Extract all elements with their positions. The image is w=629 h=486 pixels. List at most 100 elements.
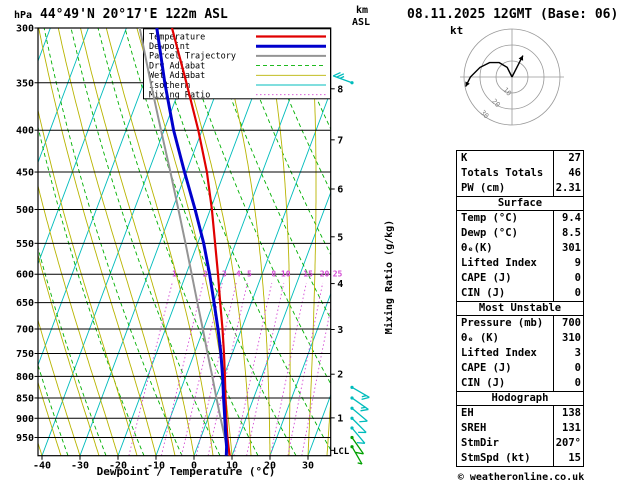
hodograph-trace [464, 61, 513, 87]
wet-adiabat-line [38, 28, 157, 456]
table-row-value: 2.31 [553, 181, 583, 196]
table-row: θₑ (K) 310 [457, 331, 583, 346]
table-row-label: CIN (J) [461, 287, 506, 299]
wind-barb-shaft [332, 75, 353, 84]
table-section-3: Hodograph EH 138 SREH 131 StmDir 207° StmSpd (k… [457, 391, 583, 466]
wind-barb-half-feather [339, 75, 345, 79]
wind-barb-station-dot [350, 426, 354, 430]
table-section-header: Most Unstable [457, 301, 583, 316]
table-row-label: Lifted Index [461, 257, 537, 269]
mixing-ratio-labels: 1 2 3 4 5 8 10 15 20 25 [172, 270, 343, 279]
hodograph-trace-arrowhead [465, 81, 470, 87]
table-section-header: Surface [457, 196, 583, 211]
wet-adiabat-line [38, 380, 62, 456]
pressure-unit-label: hPa [14, 10, 32, 21]
km-unit-label: km [356, 5, 368, 16]
pressure-tick-label: 900 [16, 414, 34, 425]
table-row: StmDir 207° [457, 436, 583, 451]
wind-barb-shaft [351, 397, 369, 410]
wind-barb-station-dot [350, 416, 354, 420]
hodograph-range-ring [479, 44, 545, 110]
mixing-ratio-label: 15 [303, 270, 313, 279]
dry-adiabat-line [38, 125, 145, 456]
pressure-tick-label: 950 [16, 433, 34, 444]
wind-barb-shaft [351, 446, 363, 465]
axis-tick-labels: 3003504004505005506006507007508008509009… [16, 24, 343, 472]
wind-barb-half-feather [357, 462, 363, 465]
mixing-ratio-line [181, 282, 223, 456]
table-row-value: 0 [553, 361, 583, 376]
isotherm-line [231, 191, 331, 456]
mixing-ratio-line [233, 282, 273, 456]
parcel-trajectory-curve [138, 28, 231, 456]
mixing-ratio-line [128, 282, 173, 456]
dry-adiabat-line [38, 363, 69, 456]
mixing-ratio-label: 1 [172, 270, 177, 279]
km-tick-label: 4 [337, 279, 343, 290]
axis-ticks [34, 27, 335, 460]
dry-adiabat-line [178, 28, 331, 385]
pressure-tick-label: 850 [16, 393, 34, 404]
km-tick-label: 2 [337, 370, 343, 381]
lcl-label: LCL [333, 447, 350, 457]
pressure-tick-label: 600 [16, 270, 34, 281]
legend-label-dry_adiabat: Dry Adiabat [149, 61, 205, 71]
mixing-ratio-label: 20 [320, 270, 330, 279]
pressure-tick-label: 300 [16, 24, 34, 35]
table-section-2: Most Unstable Pressure (mb) 700 θₑ (K) 310 Li… [457, 301, 583, 391]
wind-barbs [332, 71, 370, 465]
table-row-label: StmSpd (kt) [461, 452, 531, 464]
mixing-ratio-line [270, 282, 307, 456]
temperature-tick-label: 20 [264, 461, 276, 472]
km-tick-label: 5 [337, 232, 343, 243]
table-row: K 27 [457, 151, 583, 166]
wind-barb-half-feather [360, 406, 366, 409]
wet-adiabat-line [326, 394, 331, 456]
table-row: StmSpd (kt) 15 [457, 451, 583, 466]
isotherm-line [38, 28, 89, 164]
pressure-tick-label: 800 [16, 372, 34, 383]
table-row-label: K [461, 152, 468, 164]
table-row-value: 310 [553, 331, 583, 346]
table-row-label: PW (cm) [461, 182, 506, 194]
table-row-label: Totals Totals [461, 167, 544, 179]
table-row-value: 207° [553, 436, 583, 451]
table-row-value: 131 [553, 421, 583, 436]
mixing-ratio-label: 4 [236, 270, 241, 279]
mixing-ratio-label: 10 [281, 270, 291, 279]
table-row: Pressure (mb) 700 [457, 316, 583, 331]
hodograph-ring-label: 20 [490, 97, 502, 109]
table-row-label: EH [461, 407, 474, 419]
temperature-tick-label: -10 [147, 461, 165, 472]
table-row-value: 138 [553, 406, 583, 421]
sounding-curves [138, 28, 231, 456]
km-tick-label: 7 [337, 135, 343, 146]
table-row-value: 700 [553, 316, 583, 331]
table-row-label: CAPE (J) [461, 362, 512, 374]
km-tick-label: 3 [337, 325, 343, 336]
temperature-tick-label: 0 [191, 461, 197, 472]
table-row-value: 46 [553, 166, 583, 181]
mixing-ratio-line [287, 282, 324, 456]
table-row: CAPE (J) 0 [457, 361, 583, 376]
mixing-ratio-axis-label: Mixing Ratio (g/kg) [383, 220, 395, 334]
isotherm-line [38, 28, 165, 367]
wind-barb-feather [360, 408, 369, 412]
table-row-label: Lifted Index [461, 347, 537, 359]
legend-label-isotherm: Isotherm [149, 81, 190, 91]
km-tick-label: 1 [337, 413, 343, 424]
table-row: Totals Totals 46 [457, 166, 583, 181]
hodograph-ring-label: 30 [479, 109, 491, 121]
wet-adiabat-line [38, 318, 81, 456]
mixing-ratio-label: 8 [271, 270, 276, 279]
legend-label-dewpoint: Dewpoint [149, 42, 190, 52]
wind-barb-half-feather [361, 394, 367, 398]
pressure-tick-label: 350 [16, 78, 34, 89]
table-section-0: K 27 Totals Totals 46 PW (cm) 2.31 [457, 151, 583, 196]
copyright: © weatheronline.co.uk [458, 471, 584, 483]
table-row: Temp (°C) 9.4 [457, 211, 583, 226]
table-row-value: 0 [553, 376, 583, 391]
